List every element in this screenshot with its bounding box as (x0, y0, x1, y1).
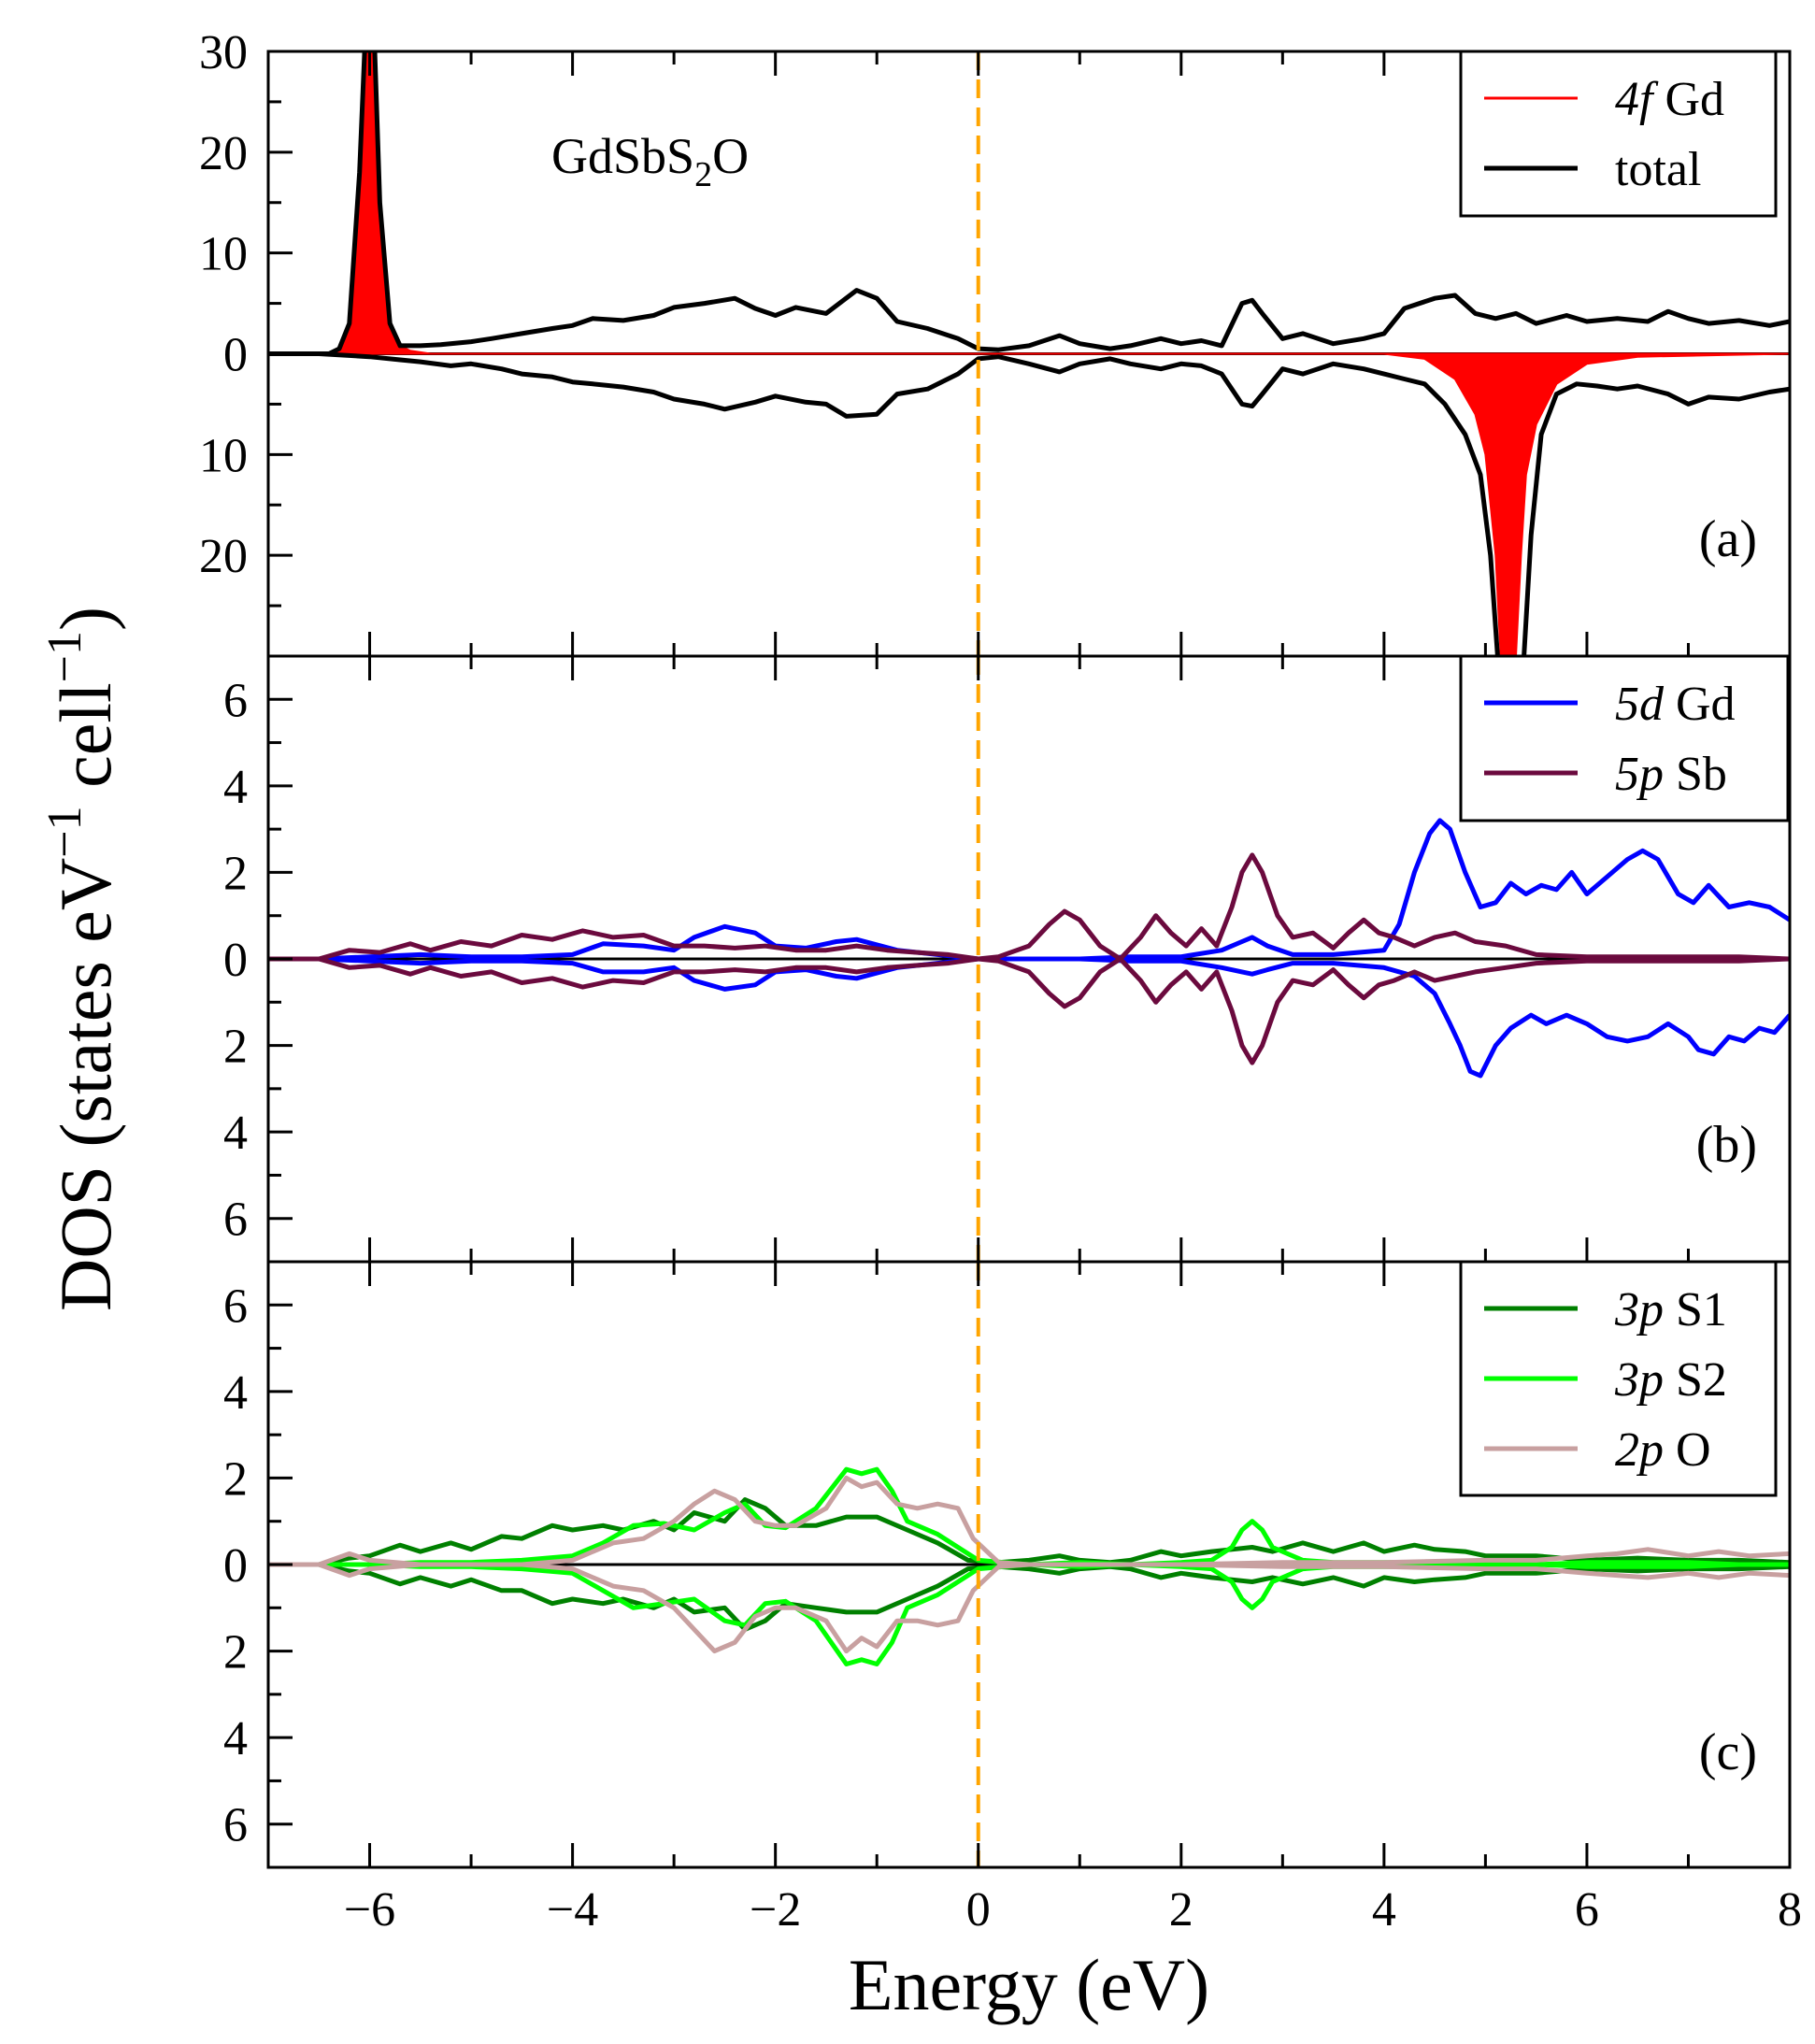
panel-1-plot-area (268, 51, 1790, 656)
legend-label: 2p O (1615, 1423, 1711, 1477)
compound-tail: O (712, 128, 749, 184)
panel-label: (b) (1696, 1116, 1757, 1174)
legend-label-species: S2 (1664, 1353, 1727, 1407)
y-tick-label: 6 (223, 1194, 248, 1247)
series-5p-sb-down (268, 956, 1790, 1065)
y-tick-label: 4 (223, 1366, 248, 1420)
series-total-down (268, 351, 1790, 656)
legend-label-orbital: 3p (1614, 1353, 1664, 1407)
y-tick-label: 2 (223, 1021, 248, 1074)
legend-label-species: Gd (1664, 678, 1736, 731)
y-tick-label: 20 (199, 127, 248, 180)
y-axis-title-tail: ) (45, 607, 126, 631)
panel-2-plot-area (268, 818, 1790, 1079)
y-tick-label: 2 (223, 1626, 248, 1680)
legend-label-orbital: 2p (1615, 1423, 1664, 1477)
legend-label: 5p Sb (1615, 748, 1727, 801)
compound-subscript: 2 (694, 155, 712, 194)
legend-label-orbital: 5d (1615, 678, 1665, 731)
y-axis-title-sup2: −1 (38, 631, 92, 682)
legend-label: 5d Gd (1615, 678, 1736, 731)
series-2p-o-up (268, 1475, 1790, 1567)
legend-label-orbital: 3p (1614, 1283, 1664, 1336)
legend-box (1459, 654, 1790, 822)
legend-box (1459, 50, 1778, 218)
legend-label: total (1615, 143, 1701, 196)
legend-label: 3p S1 (1614, 1283, 1727, 1336)
series-2p-o-down (268, 1562, 1790, 1654)
x-tick-label: 8 (1778, 1883, 1802, 1937)
y-tick-label: 6 (223, 674, 248, 727)
y-axis-title-lead: DOS (states eV (45, 858, 126, 1311)
x-tick-label: −4 (547, 1883, 598, 1937)
series-total-up (268, 51, 1790, 356)
y-tick-label: 0 (223, 329, 248, 382)
y-tick-label: 20 (199, 530, 248, 583)
y-tick-label: 10 (199, 429, 248, 482)
fill-4f-gd-down (268, 352, 1790, 656)
y-tick-label: 2 (223, 847, 248, 900)
series-5d-gd-down (268, 956, 1790, 1079)
y-tick-label: 4 (223, 1107, 248, 1160)
legend-label-species: O (1664, 1423, 1711, 1477)
y-tick-label: 0 (223, 1539, 248, 1593)
y-tick-label: 6 (223, 1279, 248, 1333)
x-tick-label: 6 (1575, 1883, 1599, 1937)
y-tick-label: 10 (199, 228, 248, 281)
y-axis-title-mid: cell (45, 682, 126, 806)
y-tick-label: 4 (223, 761, 248, 814)
legend-label-species: S1 (1664, 1283, 1727, 1336)
series-3p-s1-up (268, 1497, 1790, 1567)
compound-label: GdSbS2O (551, 128, 749, 194)
panel-label: (a) (1699, 510, 1757, 568)
x-tick-label: −2 (750, 1883, 801, 1937)
x-tick-label: 4 (1372, 1883, 1396, 1937)
legend-label-species: total (1615, 143, 1701, 196)
y-tick-label: 30 (199, 26, 248, 79)
compound-lead: GdSbS (551, 128, 694, 184)
y-axis-title-sup1: −1 (38, 806, 92, 857)
legend-label-orbital: 4f (1615, 73, 1659, 126)
x-axis-title: Energy (eV) (849, 1944, 1209, 2025)
y-axis-title: DOS (states eV−1 cell−1) (38, 607, 126, 1311)
y-tick-label: 4 (223, 1712, 248, 1765)
legend-label-species: Sb (1664, 748, 1727, 801)
y-tick-label: 6 (223, 1799, 248, 1852)
y-tick-label: 2 (223, 1452, 248, 1506)
legend-label-orbital: 5p (1615, 748, 1664, 801)
x-tick-label: −6 (344, 1883, 395, 1937)
series-3p-s2-down (268, 1562, 1790, 1666)
x-tick-label: 0 (966, 1883, 991, 1937)
x-tick-label: 2 (1169, 1883, 1193, 1937)
series-5d-gd-up (268, 818, 1790, 962)
y-tick-label: 0 (223, 934, 248, 987)
legend-label-species: Gd (1652, 73, 1724, 126)
panel-label: (c) (1699, 1723, 1757, 1781)
series-5p-sb-up (268, 852, 1790, 962)
legend-label: 4f Gd (1615, 73, 1724, 126)
panel-3-plot-area (268, 1466, 1790, 1666)
legend-label: 3p S2 (1614, 1353, 1727, 1407)
series-3p-s1-down (268, 1562, 1790, 1632)
